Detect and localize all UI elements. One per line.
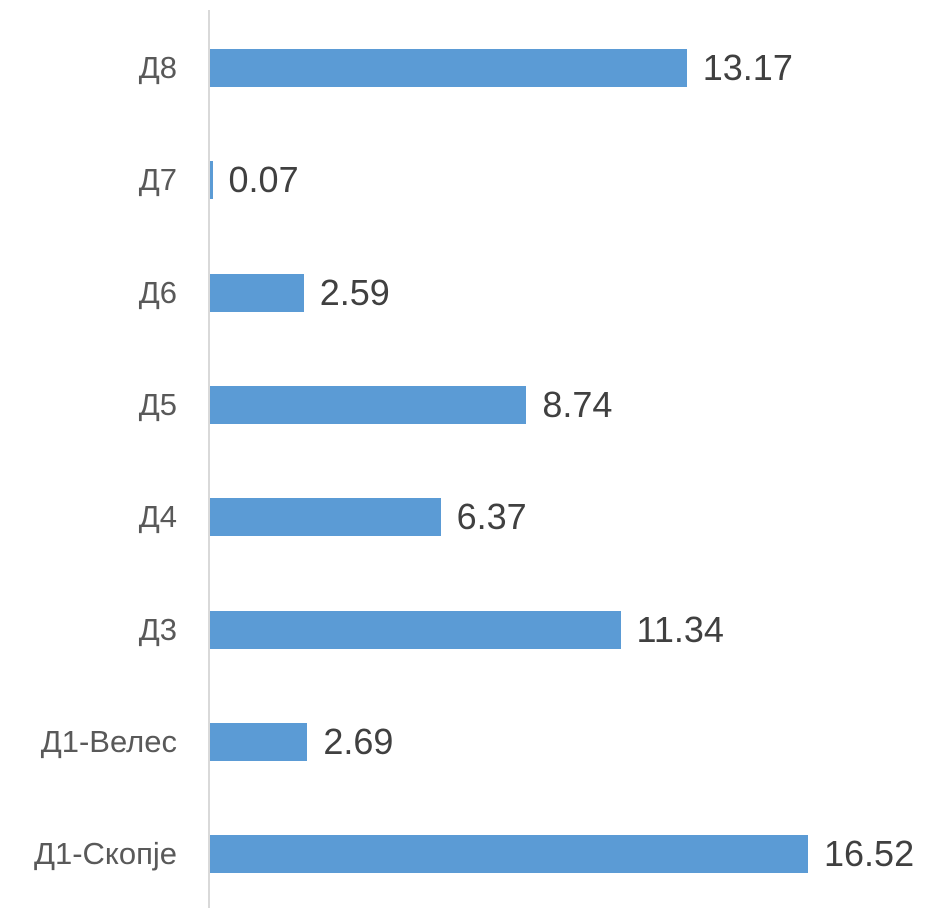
data-label: 2.59 (319, 271, 390, 313)
bar (210, 498, 441, 537)
category-label: Д8 (138, 50, 177, 85)
bar (210, 722, 308, 761)
category-label: Д4 (138, 499, 177, 535)
category-label: Д1-Велес (40, 723, 177, 759)
category-label: Д1-Скопје (33, 836, 177, 872)
bar (210, 273, 304, 312)
data-label: 6.37 (456, 496, 527, 538)
category-label: Д7 (138, 162, 177, 198)
bar (210, 610, 621, 649)
data-label: 8.74 (542, 383, 613, 425)
category-axis-line (208, 10, 210, 908)
category-label: Д3 (138, 611, 177, 647)
category-label: Д6 (138, 274, 177, 310)
bar (210, 835, 809, 874)
data-label: 0.07 (228, 159, 299, 201)
bar (210, 49, 687, 87)
data-label: 2.69 (323, 720, 394, 762)
bar (210, 161, 213, 200)
data-label: 13.17 (702, 47, 793, 88)
bar (210, 385, 527, 424)
data-label: 16.52 (824, 833, 915, 875)
data-label: 11.34 (636, 608, 724, 650)
category-label: Д5 (138, 386, 177, 422)
